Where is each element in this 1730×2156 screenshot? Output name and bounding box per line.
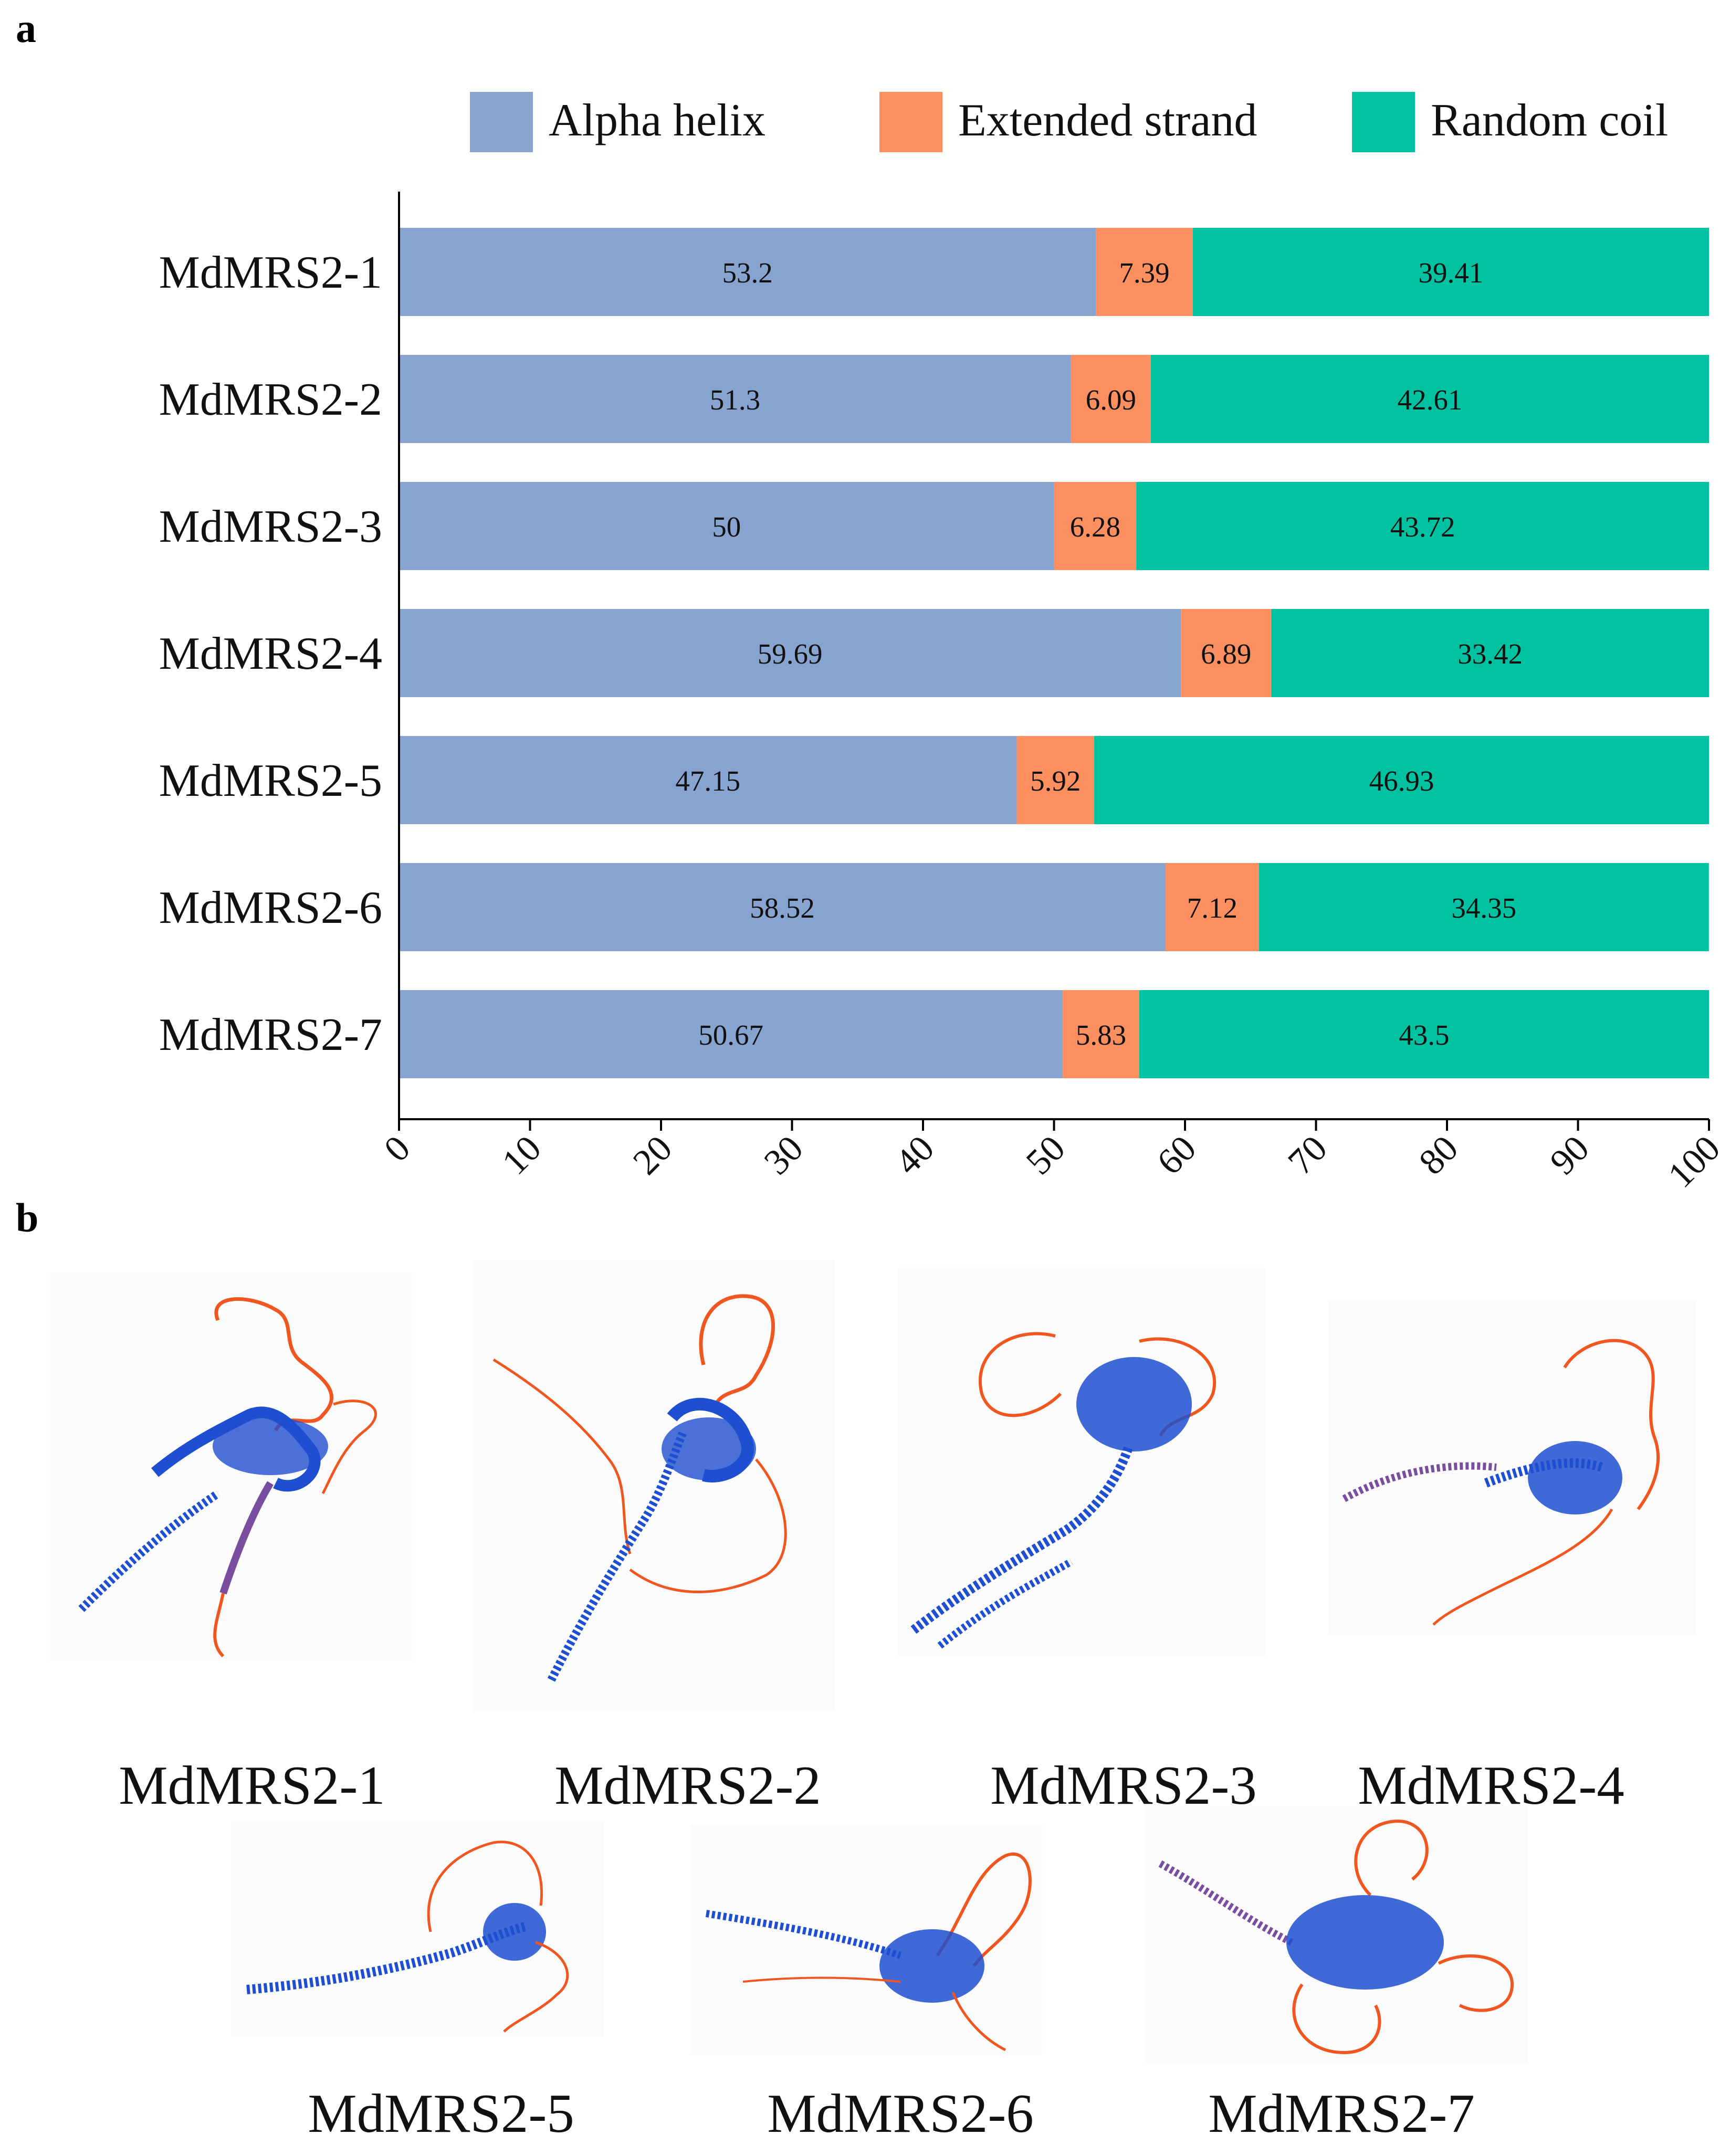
protein-structure-3-image [898,1268,1265,1656]
bar-extended-strand-3 [1054,482,1137,570]
value-label: 46.93 [1369,765,1434,797]
bar-extended-strand-4 [1181,609,1272,697]
x-tick-label: 0 [376,1128,418,1170]
value-label: 34.35 [1451,892,1516,924]
protein-structure-3-icon [910,1332,1217,1649]
protein-structure-7-image [1145,1806,1528,2063]
x-tick-label: 20 [625,1128,680,1183]
legend-swatch [470,92,533,152]
protein-structure-5-image [231,1822,604,2037]
value-label: 6.89 [1201,638,1251,670]
bar-alpha-helix-3 [399,482,1054,570]
category-label: MdMRS2-1 [159,247,382,298]
x-tick-label: 10 [495,1128,549,1183]
value-label: 43.72 [1390,511,1455,543]
bar-extended-strand-6 [1166,863,1259,951]
x-tick-label: 100 [1661,1128,1728,1196]
bars-group: 53.2 7.39 39.41 51.3 6.09 42.61 50 6.28 43.72 59.… [399,228,1709,1078]
legend-swatch [879,92,942,152]
x-tick-label: 70 [1281,1128,1335,1183]
value-label: 42.61 [1398,384,1463,416]
stacked-bar-chart: a Alpha helix Extended strand Random coil … [16,5,1728,1196]
structure-caption-7: MdMRS2-7 [1208,2083,1475,2144]
structure-caption-6: MdMRS2-6 [767,2083,1034,2144]
category-labels: MdMRS2-1 MdMRS2-2 MdMRS2-3 MdMRS2-4 MdMRS2-5… [159,247,382,1060]
structure-caption-1: MdMRS2-1 [119,1754,385,1816]
value-label: 50 [712,511,741,543]
value-label: 5.83 [1076,1019,1126,1051]
protein-structure-7-icon [1158,1820,1514,2055]
value-label: 58.52 [750,892,815,924]
value-label: 7.12 [1187,892,1238,924]
value-label: 47.15 [675,765,740,797]
panel-a-label: a [16,5,36,51]
x-tick-label: 60 [1149,1128,1204,1183]
bar-extended-strand-7 [1063,990,1139,1078]
bar-extended-strand-2 [1071,355,1151,443]
bar-random-coil-7 [1139,990,1709,1078]
protein-structure-6-icon [705,1853,1032,2052]
bar-alpha-helix-6 [399,863,1166,951]
value-label: 51.3 [710,384,760,416]
x-tick-label: 90 [1543,1128,1597,1183]
value-label: 5.92 [1030,765,1081,797]
legend-swatch [1352,92,1415,152]
bar-random-coil-5 [1094,736,1709,824]
bar-alpha-helix-4 [399,609,1181,697]
x-tick-label: 40 [887,1128,942,1183]
value-label: 59.69 [758,638,823,670]
bar-extended-strand-5 [1016,736,1095,824]
bar-alpha-helix-1 [399,228,1096,316]
x-tick-label: 50 [1019,1128,1073,1183]
x-tick-label: 30 [757,1128,811,1183]
structure-caption-3: MdMRS2-3 [990,1754,1257,1816]
value-label: 6.28 [1070,511,1120,543]
value-label: 39.41 [1418,257,1483,289]
category-label: MdMRS2-4 [159,628,382,679]
bar-random-coil-4 [1271,609,1709,697]
bar-extended-strand-1 [1096,228,1193,316]
legend-label: Alpha helix [549,95,766,146]
value-label: 6.09 [1086,384,1136,416]
bar-alpha-helix-7 [399,990,1063,1078]
structure-caption-5: MdMRS2-5 [308,2083,574,2144]
legend-label: Extended strand [958,95,1257,146]
category-label: MdMRS2-7 [159,1009,382,1060]
category-label: MdMRS2-2 [159,374,382,425]
protein-structure-4-image [1328,1299,1696,1635]
protein-structure-4-icon [1342,1339,1660,1626]
value-label: 43.5 [1399,1019,1449,1051]
structure-caption-4: MdMRS2-4 [1358,1754,1624,1816]
protein-structure-1-icon [78,1297,377,1658]
protein-structure-6-image [690,1824,1042,2055]
value-label: 53.2 [722,257,773,289]
bar-alpha-helix-2 [399,355,1071,443]
bar-alpha-helix-5 [399,736,1017,824]
bar-random-coil-6 [1259,863,1709,951]
value-label: 33.42 [1458,638,1523,670]
value-label: 50.67 [698,1019,763,1051]
bar-random-coil-3 [1136,482,1709,570]
panel-b-label-text: b [16,1195,39,1240]
category-label: MdMRS2-6 [159,882,382,933]
protein-structure-2-icon [492,1294,787,1682]
chart-legend: Alpha helix Extended strand Random coil [470,92,1668,152]
bar-random-coil-2 [1150,355,1709,443]
protein-structure-2-image [473,1260,835,1711]
category-label: MdMRS2-5 [159,755,382,806]
protein-structure-5-icon [246,1841,569,2033]
protein-structure-1-image [50,1273,412,1661]
legend-label: Random coil [1431,95,1668,146]
category-label: MdMRS2-3 [159,501,382,552]
x-tick-label: 80 [1411,1128,1466,1183]
bar-random-coil-1 [1192,228,1709,316]
value-label: 7.39 [1119,257,1169,289]
structure-caption-2: MdMRS2-2 [554,1754,821,1816]
